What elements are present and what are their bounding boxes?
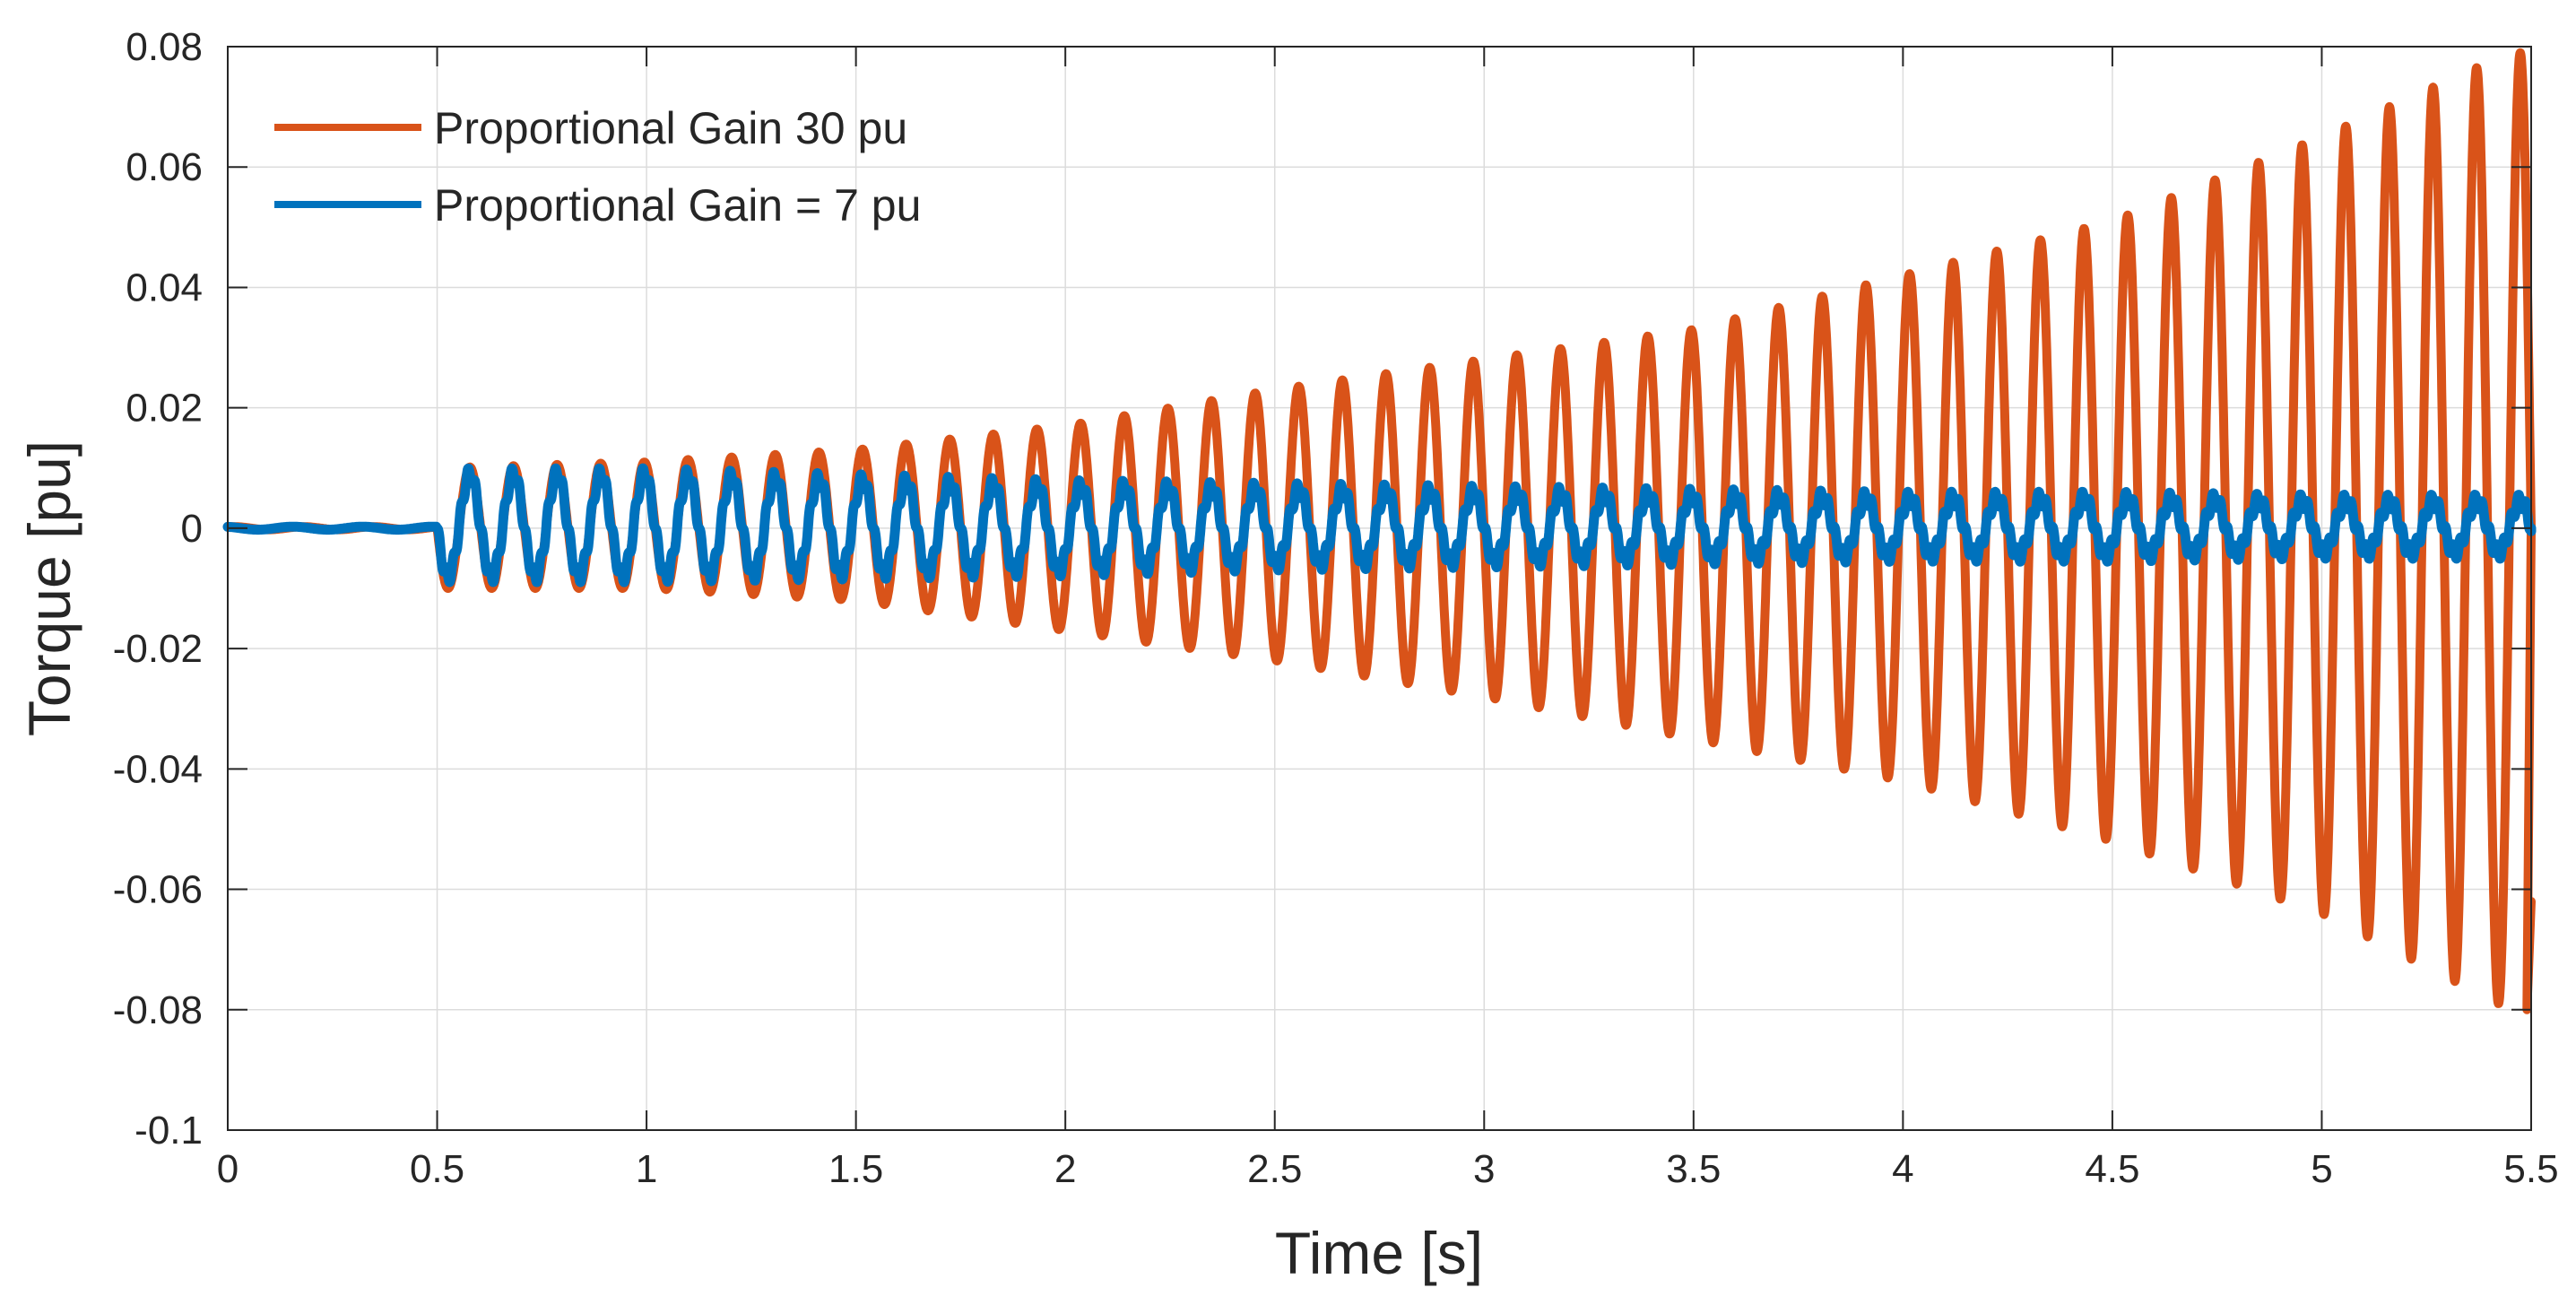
y-tick-label: 0.06 — [126, 145, 203, 189]
x-tick-label: 1 — [636, 1147, 657, 1191]
x-tick-label: 5 — [2311, 1147, 2332, 1191]
y-tick-label: -0.04 — [113, 747, 203, 791]
x-tick-label: 1.5 — [828, 1147, 883, 1191]
axis-ticks — [227, 46, 2532, 1131]
series-layer — [222, 48, 2537, 1014]
y-tick-label: -0.06 — [113, 868, 203, 912]
series-line-gain-7 — [222, 463, 2537, 587]
y-tick-label: -0.02 — [113, 627, 203, 671]
y-tick-label: 0.04 — [126, 265, 203, 309]
legend-label-gain-30: Proportional Gain 30 pu — [434, 103, 907, 153]
x-tick-label: 2 — [1054, 1147, 1076, 1191]
x-tick-label: 4.5 — [2085, 1147, 2139, 1191]
legend-label-gain-7: Proportional Gain = 7 pu — [434, 180, 921, 231]
y-tick-label: -0.08 — [113, 988, 203, 1032]
x-tick-label: 2.5 — [1247, 1147, 1302, 1191]
y-tick-label: 0 — [181, 507, 203, 551]
x-tick-label: 3.5 — [1666, 1147, 1721, 1191]
x-tick-label: 0 — [217, 1147, 239, 1191]
y-tick-label: 0.08 — [126, 25, 203, 69]
y-axis-label: Torque [pu] — [16, 440, 82, 736]
x-axis-label: Time [s] — [1275, 1220, 1483, 1286]
x-tick-labels: 0 0.5 1 1.5 2 2.5 3 3.5 4 4.5 5 5.5 — [217, 1147, 2559, 1191]
legend: Proportional Gain 30 pu Proportional Gai… — [274, 103, 921, 231]
y-tick-label: -0.1 — [134, 1109, 203, 1153]
x-tick-label: 5.5 — [2503, 1147, 2558, 1191]
x-tick-label: 0.5 — [410, 1147, 464, 1191]
x-tick-label: 4 — [1892, 1147, 1913, 1191]
axes-box — [227, 46, 2532, 1131]
plot-area — [228, 47, 2531, 1130]
x-tick-label: 3 — [1473, 1147, 1495, 1191]
y-tick-label: 0.02 — [126, 387, 203, 431]
y-tick-labels: 0.08 0.06 0.04 0.02 0 -0.02 -0.04 -0.06 -0.08 -0.… — [113, 25, 203, 1153]
